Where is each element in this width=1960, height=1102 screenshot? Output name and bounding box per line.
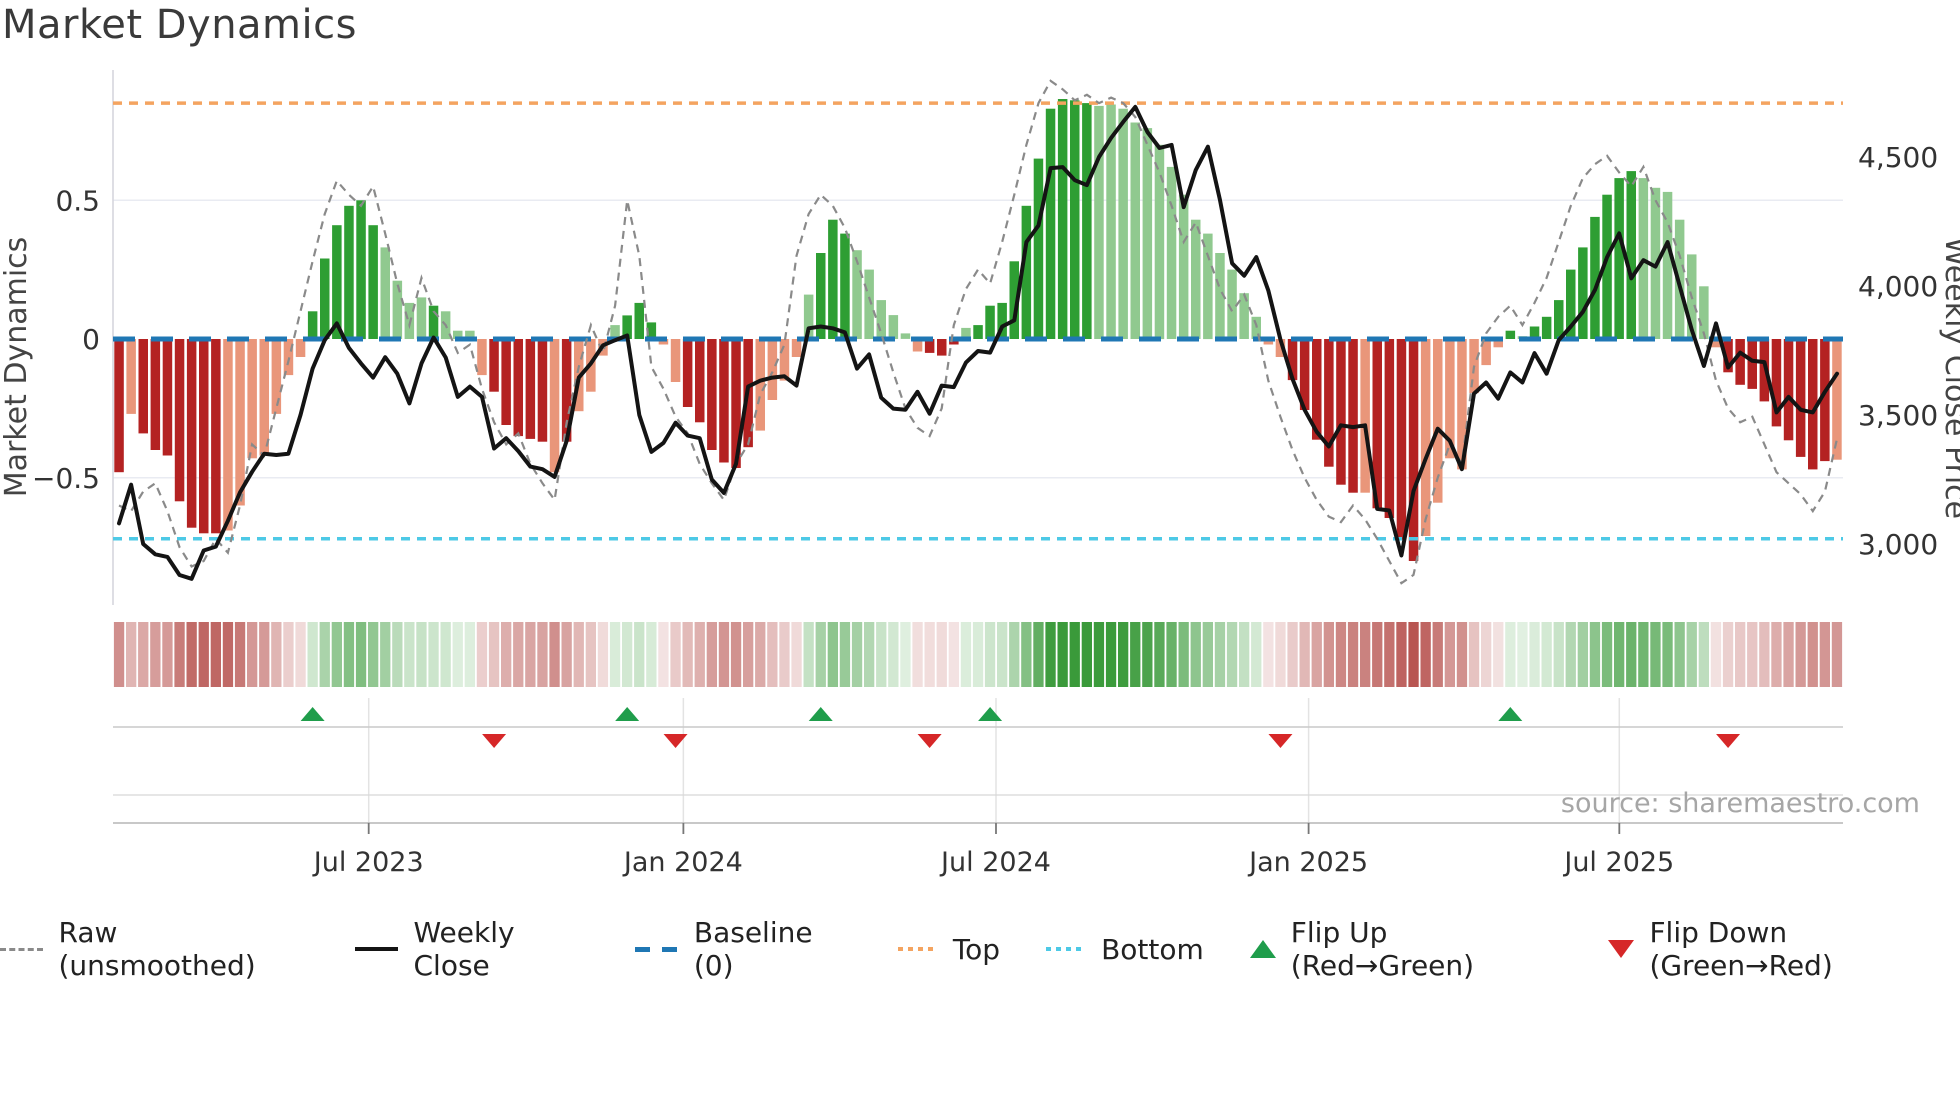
flip-down-triangle	[1268, 734, 1293, 748]
red-down-triangle-icon	[1608, 940, 1635, 958]
raw-dashed-line-icon	[0, 947, 44, 951]
x-tick-label: Jan 2025	[1247, 847, 1368, 878]
chart-title: Market Dynamics	[2, 2, 357, 48]
legend-item-flip-up: Flip Up (Red→Green)	[1249, 916, 1563, 982]
flip-down-triangle	[917, 734, 942, 748]
orange-dotted-line-icon	[897, 947, 938, 951]
x-tick-label: Jul 2025	[1562, 847, 1674, 878]
flip-down-triangle	[663, 734, 688, 748]
legend: Raw (unsmoothed) Weekly Close Baseline (…	[0, 916, 1960, 982]
flip-down-triangle	[482, 734, 507, 748]
legend-label: Top	[952, 932, 1001, 966]
flip-up-triangle	[978, 707, 1003, 721]
flip-down-triangle	[1716, 734, 1741, 748]
marker-panel	[113, 698, 1843, 824]
x-axis: Jul 2023 Jan 2024 Jul 2024 Jan 2025 Jul 2025	[312, 823, 1674, 878]
legend-item-flip-down: Flip Down (Green→Red)	[1608, 916, 1960, 982]
legend-item-baseline: Baseline (0)	[635, 916, 851, 982]
oscillator-bars	[114, 99, 1842, 561]
right-axis-ticks: 4,500 4,000 3,500 3,000	[1858, 141, 1938, 561]
flip-up-markers	[300, 707, 1523, 721]
legend-item-top: Top	[897, 932, 1001, 966]
x-tick-label: Jul 2023	[312, 847, 424, 878]
flip-up-triangle	[1498, 707, 1523, 721]
legend-label: Bottom	[1101, 932, 1204, 966]
legend-label: Weekly Close	[413, 916, 515, 982]
legend-label: Raw (unsmoothed)	[58, 916, 256, 982]
source-credit: source: sharemaestro.com	[1561, 788, 1920, 819]
legend-item-raw: Raw (unsmoothed)	[0, 916, 309, 982]
blue-dashed-line-icon	[635, 946, 679, 952]
right-tick-label: 4,000	[1858, 270, 1938, 303]
flip-up-triangle	[808, 707, 833, 721]
left-axis-ticks: 0.5 0 −0.5	[32, 184, 100, 495]
right-tick-label: 3,500	[1858, 399, 1938, 432]
legend-label: Baseline (0)	[693, 916, 813, 982]
x-tick-label: Jan 2024	[622, 847, 743, 878]
x-tick-label: Jul 2024	[939, 847, 1051, 878]
flip-up-triangle	[615, 707, 640, 721]
green-up-triangle-icon	[1249, 940, 1276, 958]
threshold-lines	[113, 101, 1843, 541]
left-axis-title: Market Dynamics	[0, 237, 34, 498]
flip-up-triangle	[300, 707, 325, 721]
left-tick-label: 0	[82, 323, 100, 356]
right-axis-title: Weekly Close Price	[1938, 237, 1960, 519]
legend-label: Flip Down (Green→Red)	[1649, 916, 1833, 982]
right-tick-label: 4,500	[1858, 141, 1938, 174]
solid-line-icon	[355, 947, 399, 951]
flip-down-markers	[482, 734, 1741, 748]
price-line	[117, 104, 1839, 581]
left-tick-label: −0.5	[32, 462, 100, 495]
legend-label: Flip Up (Red→Green)	[1290, 916, 1475, 982]
cyan-dotted-line-icon	[1046, 947, 1087, 951]
heatmap-strip	[113, 622, 1843, 687]
legend-item-bottom: Bottom	[1046, 933, 1204, 966]
left-tick-label: 0.5	[55, 184, 100, 217]
right-tick-label: 3,000	[1858, 528, 1938, 561]
legend-item-weekly-close: Weekly Close	[355, 916, 589, 982]
